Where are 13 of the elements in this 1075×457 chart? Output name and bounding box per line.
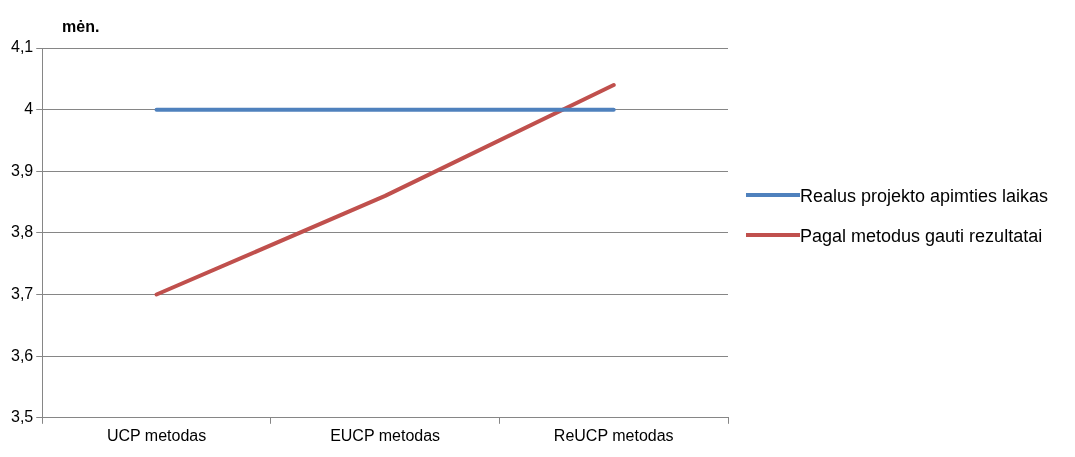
legend-label: Pagal metodus gauti rezultatai [800, 225, 1043, 248]
y-tick-label: 3,7 [10, 284, 34, 302]
y-tick-label: 3,5 [10, 408, 34, 426]
y-tick-label: 3,8 [10, 223, 34, 241]
y-tick-label: 3,9 [10, 161, 34, 179]
x-tick-label: ReUCP metodas [553, 426, 674, 444]
legend-label: Realus projekto apimties laikas [800, 185, 1049, 208]
x-tick-label: EUCP metodas [330, 426, 441, 444]
y-tick-label: 4 [24, 100, 34, 118]
x-tick-label: UCP metodas [106, 426, 207, 444]
y-axis-title: mėn. [62, 18, 100, 36]
y-tick-label: 4,1 [10, 38, 34, 56]
y-tick-label: 3,6 [10, 346, 34, 364]
